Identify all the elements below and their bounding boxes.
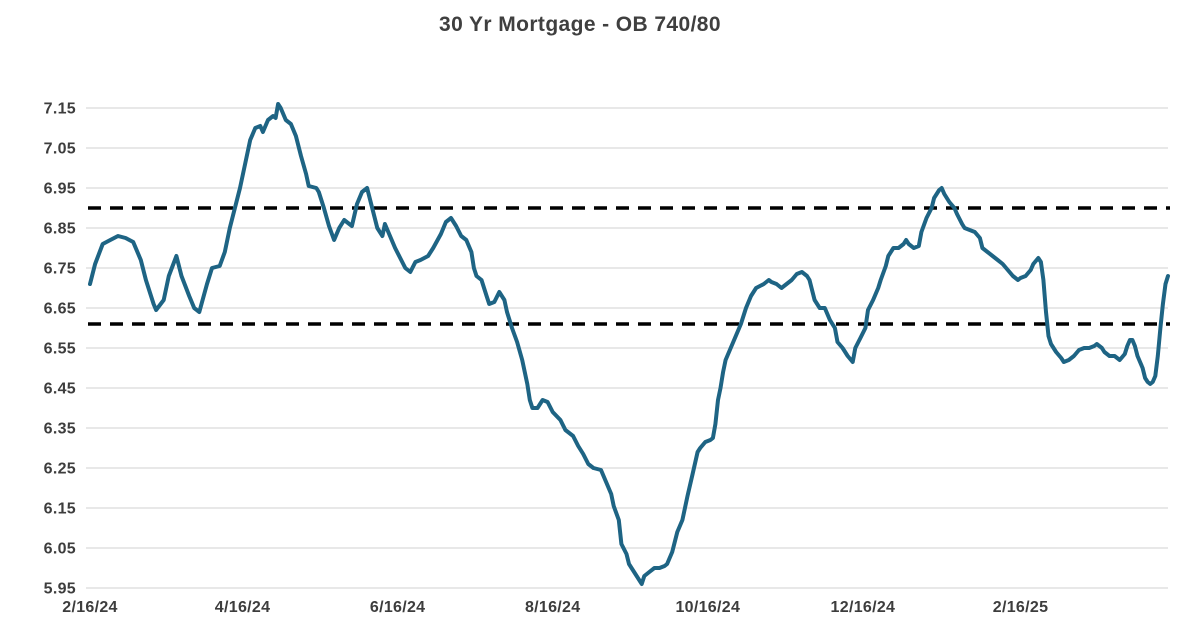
x-axis-tick-label: 8/16/24 — [525, 599, 580, 616]
y-axis-tick-label: 5.95 — [44, 581, 76, 598]
y-axis-tick-label: 6.35 — [44, 421, 76, 438]
y-axis-tick-label: 6.55 — [44, 341, 76, 358]
y-axis-tick-label: 6.05 — [44, 541, 76, 558]
y-axis-tick-label: 7.05 — [44, 141, 76, 158]
y-axis-tick-label: 6.65 — [44, 301, 76, 318]
y-axis-tick-label: 6.75 — [44, 261, 76, 278]
x-axis-tick-label: 4/16/24 — [215, 599, 270, 616]
chart-title: 30 Yr Mortgage - OB 740/80 — [439, 13, 721, 36]
y-axis-tick-label: 6.25 — [44, 461, 76, 478]
x-axis-tick-label: 2/16/24 — [62, 599, 117, 616]
x-axis-tick-label: 12/16/24 — [831, 599, 896, 616]
y-axis-tick-label: 7.15 — [44, 101, 76, 118]
y-axis-tick-label: 6.95 — [44, 181, 76, 198]
y-axis-tick-label: 6.85 — [44, 221, 76, 238]
y-axis-tick-label: 6.45 — [44, 381, 76, 398]
y-axis-tick-label: 6.15 — [44, 501, 76, 518]
x-axis-tick-label: 6/16/24 — [370, 599, 425, 616]
x-axis-tick-label: 2/16/25 — [993, 599, 1048, 616]
rate-line-series — [88, 102, 1170, 586]
x-axis-tick-label: 10/16/24 — [675, 599, 740, 616]
